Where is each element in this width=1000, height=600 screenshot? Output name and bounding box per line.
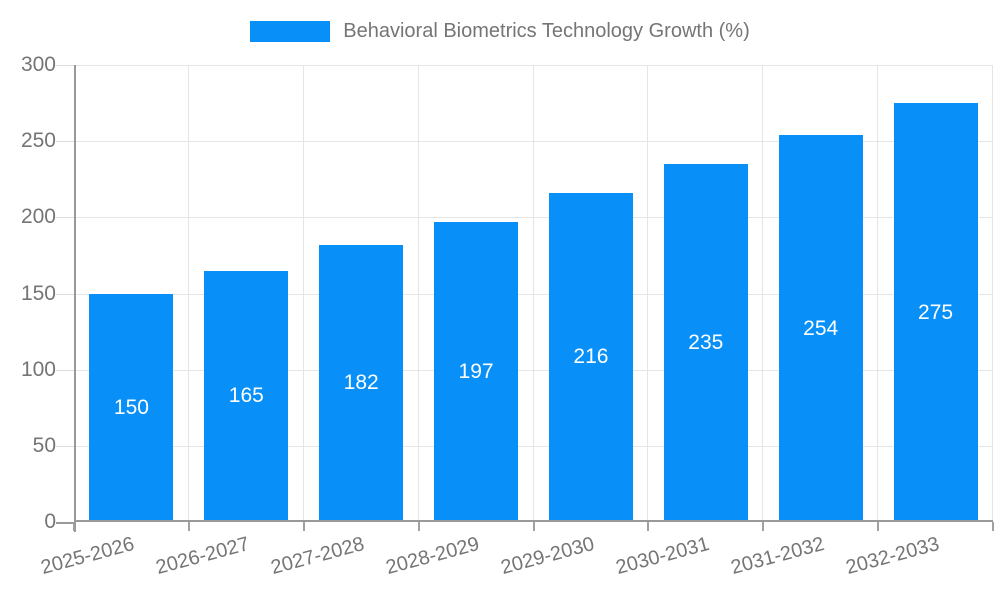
gridline-vertical: [762, 65, 764, 522]
gridline-vertical: [302, 65, 304, 522]
bar-2030-2031[interactable]: 235: [663, 164, 748, 522]
gridline-vertical: [187, 65, 189, 522]
legend-item[interactable]: Behavioral Biometrics Technology Growth …: [250, 20, 750, 43]
bar-value-label: 254: [803, 316, 839, 340]
gridline-vertical: [647, 65, 649, 522]
y-axis-tick: [56, 522, 74, 524]
gridline-vertical: [417, 65, 419, 522]
bar-2029-2030[interactable]: 216: [548, 192, 633, 522]
y-axis-tick: [56, 445, 74, 447]
bar-2027-2028[interactable]: 182: [319, 244, 404, 522]
bar-value-label: 216: [573, 345, 609, 369]
x-axis-tick: [187, 522, 190, 531]
x-axis-tick: [302, 522, 305, 531]
y-axis-tick: [56, 369, 74, 371]
chart-legend: Behavioral Biometrics Technology Growth …: [0, 20, 1000, 43]
bar-2031-2032[interactable]: 254: [778, 135, 863, 522]
gridline-vertical: [877, 65, 879, 522]
gridline-horizontal: [74, 369, 993, 371]
gridline-horizontal: [74, 445, 993, 447]
x-axis-tick: [877, 522, 880, 531]
y-tick-label: 150: [20, 281, 56, 305]
y-axis-tick: [56, 293, 74, 295]
bar-value-label: 235: [688, 331, 724, 355]
y-tick-label: 300: [20, 53, 56, 76]
x-axis-tick: [762, 522, 765, 531]
bar-value-label: 165: [228, 384, 264, 408]
gridline-horizontal: [74, 65, 993, 66]
gridline-vertical: [532, 65, 534, 522]
y-tick-label: 50: [32, 433, 56, 457]
bar-value-label: 197: [458, 359, 494, 383]
x-axis-tick: [417, 522, 420, 531]
bar-2026-2027[interactable]: 165: [204, 270, 289, 522]
x-axis-tick: [73, 522, 75, 531]
gridline-horizontal: [74, 293, 993, 295]
legend-label: Behavioral Biometrics Technology Growth …: [343, 20, 750, 42]
y-axis-tick: [56, 217, 74, 219]
y-tick-label: 100: [20, 357, 56, 381]
y-axis-tick: [56, 65, 74, 66]
y-axis-line: [74, 65, 76, 532]
bar-value-label: 150: [113, 395, 149, 419]
bar-2028-2029[interactable]: 197: [434, 221, 519, 522]
y-tick-label: 0: [44, 510, 56, 533]
bar-value-label: 182: [343, 371, 379, 395]
x-axis-line: [74, 520, 993, 522]
y-tick-label: 200: [20, 205, 56, 229]
gridline-vertical: [992, 65, 993, 522]
x-axis-tick: [992, 522, 994, 531]
legend-swatch: [250, 21, 331, 42]
gridline-horizontal: [74, 141, 993, 143]
bar-value-label: 275: [918, 300, 954, 324]
plot-area: 150 165 182 197 216 235 254 275: [74, 65, 993, 532]
gridline-horizontal: [74, 217, 993, 219]
bar-2025-2026[interactable]: 150: [89, 293, 174, 522]
y-axis-tick: [56, 141, 74, 143]
bar-2032-2033[interactable]: 275: [893, 103, 978, 522]
x-axis-tick: [647, 522, 650, 531]
x-axis-tick: [532, 522, 535, 531]
y-tick-label: 250: [20, 129, 56, 153]
